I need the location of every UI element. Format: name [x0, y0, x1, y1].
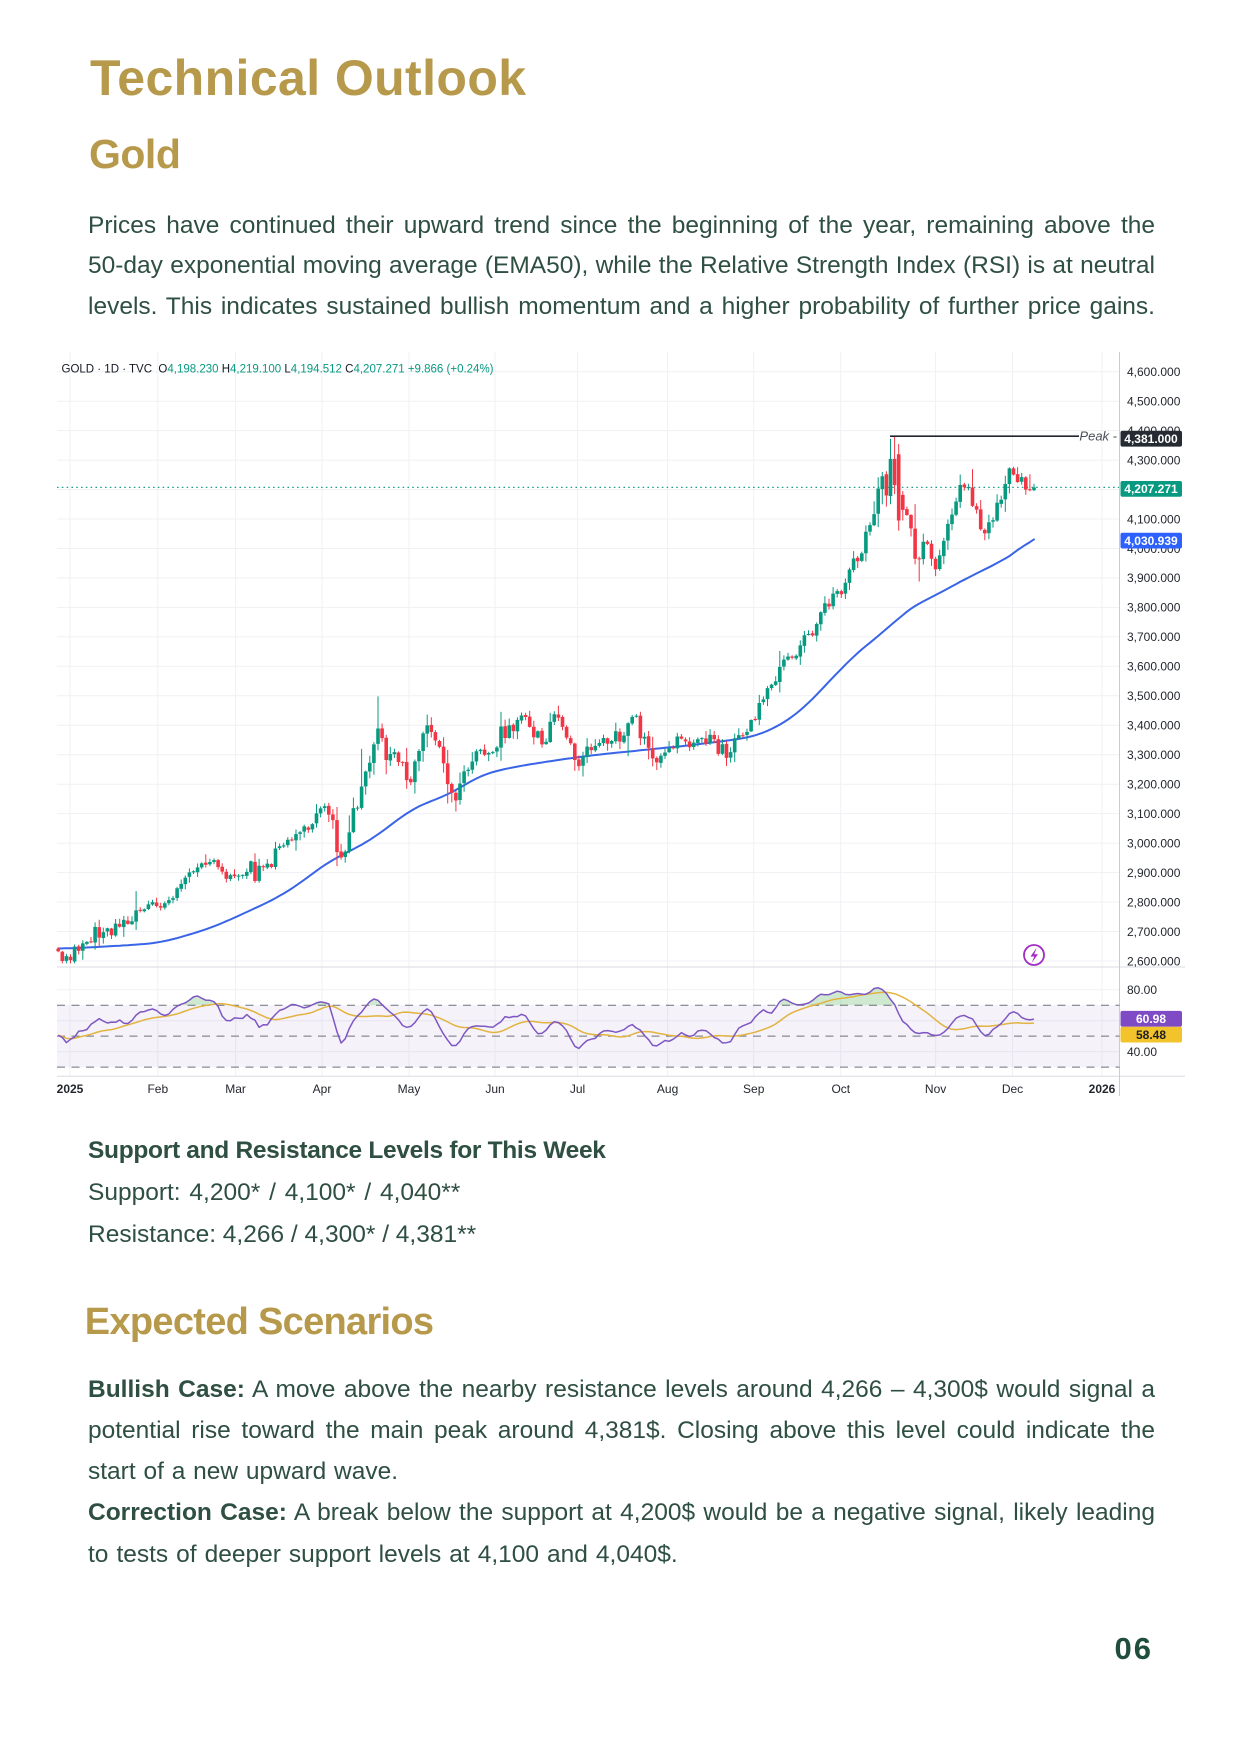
svg-text:Oct: Oct — [831, 1082, 850, 1096]
svg-text:3,600.000: 3,600.000 — [1127, 660, 1181, 674]
svg-text:Feb: Feb — [147, 1082, 168, 1096]
svg-text:3,100.000: 3,100.000 — [1127, 807, 1181, 821]
svg-text:3,500.000: 3,500.000 — [1127, 689, 1181, 703]
svg-text:80.00: 80.00 — [1127, 983, 1157, 997]
svg-text:May: May — [398, 1082, 421, 1096]
svg-text:4,100.000: 4,100.000 — [1127, 512, 1181, 526]
svg-text:40.00: 40.00 — [1127, 1045, 1157, 1059]
svg-text:4,600.000: 4,600.000 — [1127, 365, 1181, 379]
svg-text:4,207.271: 4,207.271 — [1124, 482, 1178, 496]
svg-text:2,800.000: 2,800.000 — [1127, 895, 1181, 909]
svg-text:3,900.000: 3,900.000 — [1127, 571, 1181, 585]
svg-text:2,700.000: 2,700.000 — [1127, 925, 1181, 939]
svg-text:GOLD · 1D · TVC O4,198.230 H4: GOLD · 1D · TVC O4,198.230 H4,219.100 L4… — [62, 363, 494, 375]
svg-text:Peak -: Peak - — [1079, 429, 1117, 444]
svg-text:4,300.000: 4,300.000 — [1127, 453, 1181, 467]
svg-text:Apr: Apr — [313, 1082, 332, 1096]
svg-text:3,800.000: 3,800.000 — [1127, 601, 1181, 615]
svg-text:3,200.000: 3,200.000 — [1127, 778, 1181, 792]
svg-text:Nov: Nov — [925, 1082, 946, 1096]
svg-text:Jun: Jun — [485, 1082, 504, 1096]
svg-text:2025: 2025 — [57, 1082, 84, 1096]
svg-text:3,000.000: 3,000.000 — [1127, 836, 1181, 850]
svg-text:60.98: 60.98 — [1136, 1012, 1166, 1026]
svg-text:2,600.000: 2,600.000 — [1127, 954, 1181, 968]
svg-text:3,300.000: 3,300.000 — [1127, 748, 1181, 762]
svg-text:Jul: Jul — [570, 1082, 585, 1096]
svg-text:4,030.939: 4,030.939 — [1124, 534, 1178, 548]
svg-text:Dec: Dec — [1002, 1082, 1023, 1096]
svg-text:58.48: 58.48 — [1136, 1028, 1166, 1042]
svg-text:2,900.000: 2,900.000 — [1127, 866, 1181, 880]
svg-text:Aug: Aug — [657, 1082, 678, 1096]
svg-text:2026: 2026 — [1089, 1082, 1116, 1096]
svg-text:3,700.000: 3,700.000 — [1127, 630, 1181, 644]
svg-text:Mar: Mar — [225, 1082, 246, 1096]
svg-text:3,400.000: 3,400.000 — [1127, 719, 1181, 733]
svg-text:4,381.000: 4,381.000 — [1124, 432, 1178, 446]
svg-text:Sep: Sep — [743, 1082, 765, 1096]
svg-text:4,500.000: 4,500.000 — [1127, 395, 1181, 409]
